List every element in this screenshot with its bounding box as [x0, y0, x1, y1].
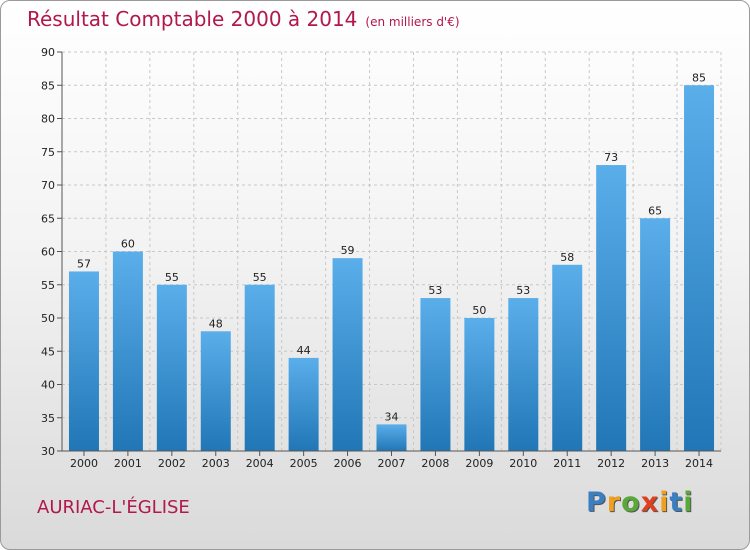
axes [57, 51, 721, 456]
xtick-label-2003: 2003 [202, 457, 230, 470]
xtick-label-2007: 2007 [378, 457, 406, 470]
xtick-label-2014: 2014 [685, 457, 713, 470]
data-label-2001: 60 [121, 238, 135, 251]
bar-2006 [332, 258, 363, 451]
bar-2002 [156, 284, 187, 451]
logo-letter: t [669, 487, 684, 518]
data-label-2011: 58 [560, 251, 574, 264]
logo-letter: x [640, 487, 660, 518]
chart-title-block: Résultat Comptable 2000 à 2014 (en millie… [27, 7, 460, 31]
chart-subtitle: (en milliers d'€) [365, 15, 460, 29]
xtick-label-2011: 2011 [553, 457, 581, 470]
logo-letter: r [606, 487, 622, 518]
data-label-2003: 48 [209, 317, 223, 330]
data-label-2012: 73 [604, 151, 618, 164]
data-label-2005: 44 [297, 344, 311, 357]
ytick-label-35: 35 [41, 412, 55, 425]
ytick-label-55: 55 [41, 279, 55, 292]
bar-2014 [684, 85, 715, 451]
data-label-2007: 34 [385, 410, 399, 423]
bars [68, 85, 715, 452]
data-label-2000: 57 [77, 257, 91, 270]
bar-2004 [244, 284, 275, 451]
xtick-label-2009: 2009 [465, 457, 493, 470]
ytick-label-85: 85 [41, 79, 55, 92]
ytick-label-90: 90 [41, 46, 55, 59]
xtick-label-2010: 2010 [509, 457, 537, 470]
data-label-2002: 55 [165, 271, 179, 284]
place-name: AURIAC-L'ÉGLISE [37, 497, 190, 518]
bar-2007 [376, 424, 407, 451]
data-label-2009: 50 [472, 304, 486, 317]
logo-letter: i [659, 487, 670, 518]
ytick-label-45: 45 [41, 345, 55, 358]
bar-2009 [464, 318, 495, 451]
xtick-label-2006: 2006 [334, 457, 362, 470]
bar-2011 [552, 264, 583, 451]
logo-letter: i [683, 487, 694, 518]
xtick-label-2001: 2001 [114, 457, 142, 470]
ytick-label-50: 50 [41, 312, 55, 325]
xtick-label-2008: 2008 [421, 457, 449, 470]
ytick-label-70: 70 [41, 179, 55, 192]
xtick-label-2000: 2000 [70, 457, 98, 470]
data-label-2006: 59 [341, 244, 355, 257]
logo-letter: o [621, 487, 641, 518]
ytick-label-60: 60 [41, 246, 55, 259]
xtick-label-2013: 2013 [641, 457, 669, 470]
ytick-label-65: 65 [41, 212, 55, 225]
xtick-label-2005: 2005 [290, 457, 318, 470]
bar-2008 [420, 298, 451, 451]
xtick-label-2002: 2002 [158, 457, 186, 470]
bar-2013 [640, 218, 671, 451]
data-label-2013: 65 [648, 204, 662, 217]
logo-letter: P [586, 487, 607, 518]
bar-2003 [200, 331, 231, 451]
bar-2000 [68, 271, 99, 451]
ytick-label-40: 40 [41, 379, 55, 392]
data-label-2004: 55 [253, 271, 267, 284]
bar-2005 [288, 357, 319, 451]
xtick-label-2012: 2012 [597, 457, 625, 470]
data-label-2014: 85 [692, 71, 706, 84]
xtick-label-2004: 2004 [246, 457, 274, 470]
bar-2001 [112, 251, 143, 451]
ytick-label-75: 75 [41, 146, 55, 159]
data-label-2010: 53 [516, 284, 530, 297]
bar-2012 [596, 165, 627, 452]
data-label-2008: 53 [428, 284, 442, 297]
proxiti-logo: Proxiti [586, 487, 694, 518]
ytick-label-30: 30 [41, 445, 55, 458]
labels: 30 35 40 45 50 55 60 65 70 75 80 85 90 57 2000 60 2001 55… [41, 46, 713, 470]
ytick-label-80: 80 [41, 113, 55, 126]
chart-title: Résultat Comptable 2000 à 2014 [27, 7, 358, 31]
bar-2010 [508, 298, 539, 451]
